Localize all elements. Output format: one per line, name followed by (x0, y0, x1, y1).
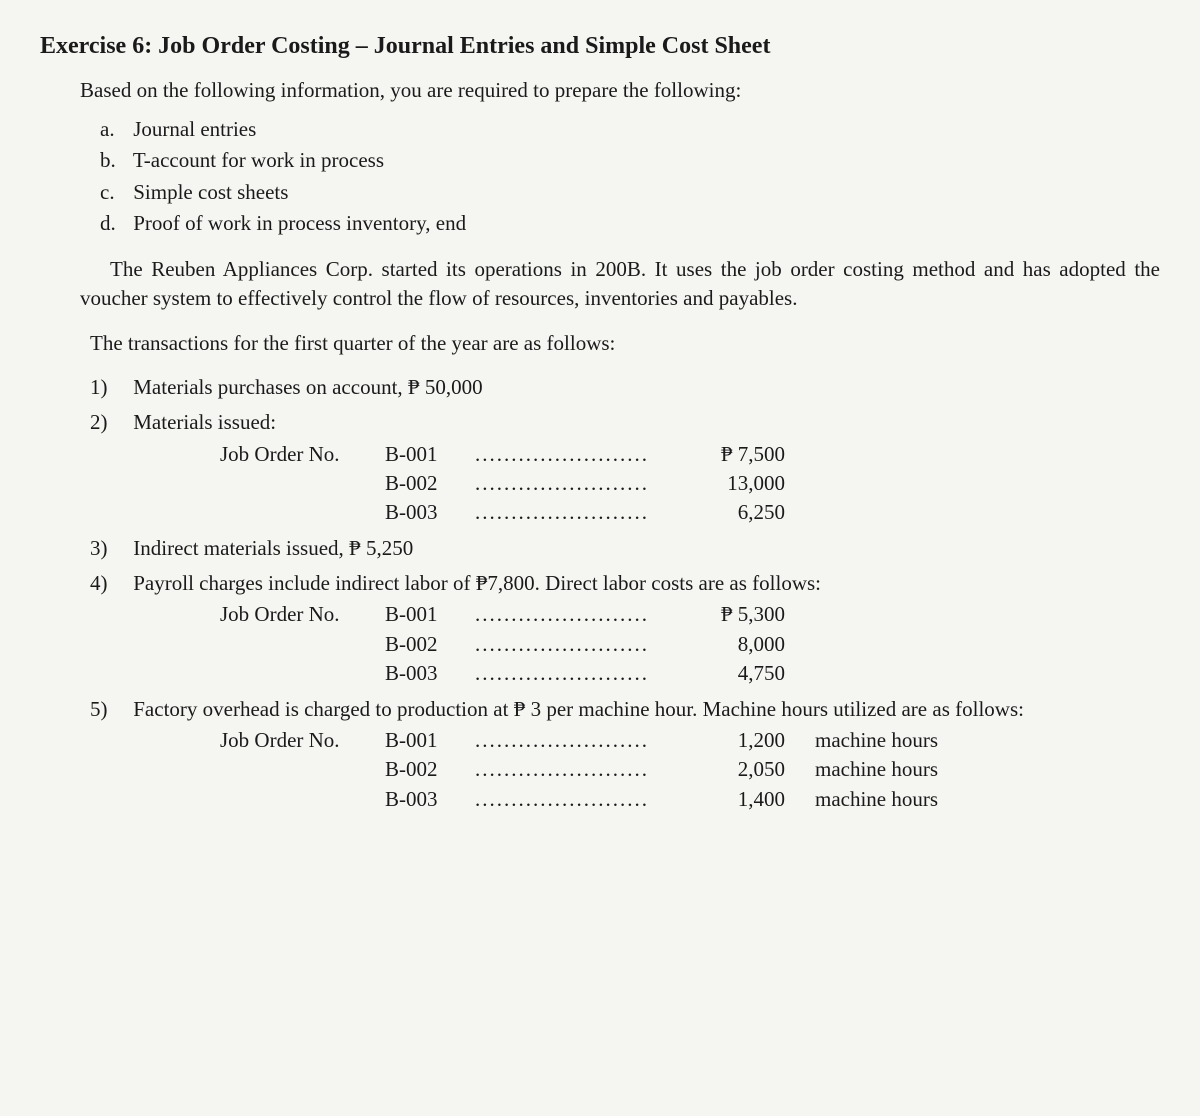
job-code: B-002 (385, 755, 475, 784)
table-row: B-002 ........................ 2,050 mac… (220, 755, 1160, 784)
intro-text: Based on the following information, you … (80, 76, 1160, 105)
trans-number: 2) (90, 408, 128, 437)
unit-label: machine hours (815, 755, 995, 784)
trans-text: Indirect materials issued, ₱ 5,250 (133, 536, 413, 560)
amount: 1,200 (665, 726, 785, 755)
req-letter: d. (100, 209, 128, 238)
table-row: Job Order No. B-001 ....................… (220, 726, 1160, 755)
req-text: T-account for work in process (133, 148, 384, 172)
table-row: Job Order No. B-001 ....................… (220, 440, 1160, 469)
amount: 13,000 (665, 469, 785, 498)
table-row: B-003 ........................ 6,250 (220, 498, 1160, 527)
trans-text: Factory overhead is charged to productio… (133, 697, 1024, 721)
company-paragraph: The Reuben Appliances Corp. started its … (80, 255, 1160, 314)
requirement-c: c. Simple cost sheets (100, 178, 1160, 207)
transactions-intro: The transactions for the first quarter o… (90, 329, 1160, 358)
exercise-title: Exercise 6: Job Order Costing – Journal … (40, 30, 1160, 64)
req-text: Simple cost sheets (133, 180, 288, 204)
req-letter: c. (100, 178, 128, 207)
trans-text: Materials issued: (133, 410, 276, 434)
table-row: B-003 ........................ 4,750 (220, 659, 1160, 688)
leader-dots: ........................ (475, 785, 665, 814)
transaction-2: 2) Materials issued: Job Order No. B-001… (90, 408, 1160, 528)
machine-hours-table: Job Order No. B-001 ....................… (220, 726, 1160, 814)
unit-label: machine hours (815, 726, 995, 755)
trans-number: 4) (90, 569, 128, 598)
amount: ₱ 7,500 (665, 440, 785, 469)
job-code: B-003 (385, 498, 475, 527)
job-code: B-002 (385, 630, 475, 659)
leader-dots: ........................ (475, 498, 665, 527)
table-row: B-003 ........................ 1,400 mac… (220, 785, 1160, 814)
req-letter: b. (100, 146, 128, 175)
amount: 1,400 (665, 785, 785, 814)
req-text: Proof of work in process inventory, end (133, 211, 466, 235)
trans-text: Payroll charges include indirect labor o… (133, 571, 821, 595)
requirements-list: a. Journal entries b. T-account for work… (100, 115, 1160, 239)
requirement-d: d. Proof of work in process inventory, e… (100, 209, 1160, 238)
req-text: Journal entries (133, 117, 256, 141)
job-order-label: Job Order No. (220, 600, 385, 629)
leader-dots: ........................ (475, 469, 665, 498)
job-code: B-003 (385, 659, 475, 688)
amount: ₱ 5,300 (665, 600, 785, 629)
job-code: B-001 (385, 726, 475, 755)
table-row: Job Order No. B-001 ....................… (220, 600, 1160, 629)
table-row: B-002 ........................ 13,000 (220, 469, 1160, 498)
amount: 4,750 (665, 659, 785, 688)
transactions-list: 1) Materials purchases on account, ₱ 50,… (90, 373, 1160, 814)
unit-label: machine hours (815, 785, 995, 814)
job-order-label: Job Order No. (220, 440, 385, 469)
leader-dots: ........................ (475, 659, 665, 688)
table-row: B-002 ........................ 8,000 (220, 630, 1160, 659)
trans-number: 3) (90, 534, 128, 563)
job-code: B-003 (385, 785, 475, 814)
job-code: B-001 (385, 600, 475, 629)
materials-issued-table: Job Order No. B-001 ....................… (220, 440, 1160, 528)
direct-labor-table: Job Order No. B-001 ....................… (220, 600, 1160, 688)
transaction-1: 1) Materials purchases on account, ₱ 50,… (90, 373, 1160, 402)
job-code: B-002 (385, 469, 475, 498)
leader-dots: ........................ (475, 726, 665, 755)
requirement-a: a. Journal entries (100, 115, 1160, 144)
job-order-label: Job Order No. (220, 726, 385, 755)
transaction-5: 5) Factory overhead is charged to produc… (90, 695, 1160, 815)
trans-number: 5) (90, 695, 128, 724)
leader-dots: ........................ (475, 630, 665, 659)
trans-number: 1) (90, 373, 128, 402)
req-letter: a. (100, 115, 128, 144)
trans-text: Materials purchases on account, ₱ 50,000 (133, 375, 482, 399)
requirement-b: b. T-account for work in process (100, 146, 1160, 175)
amount: 6,250 (665, 498, 785, 527)
amount: 8,000 (665, 630, 785, 659)
leader-dots: ........................ (475, 755, 665, 784)
job-code: B-001 (385, 440, 475, 469)
transaction-4: 4) Payroll charges include indirect labo… (90, 569, 1160, 689)
leader-dots: ........................ (475, 440, 665, 469)
transaction-3: 3) Indirect materials issued, ₱ 5,250 (90, 534, 1160, 563)
amount: 2,050 (665, 755, 785, 784)
leader-dots: ........................ (475, 600, 665, 629)
